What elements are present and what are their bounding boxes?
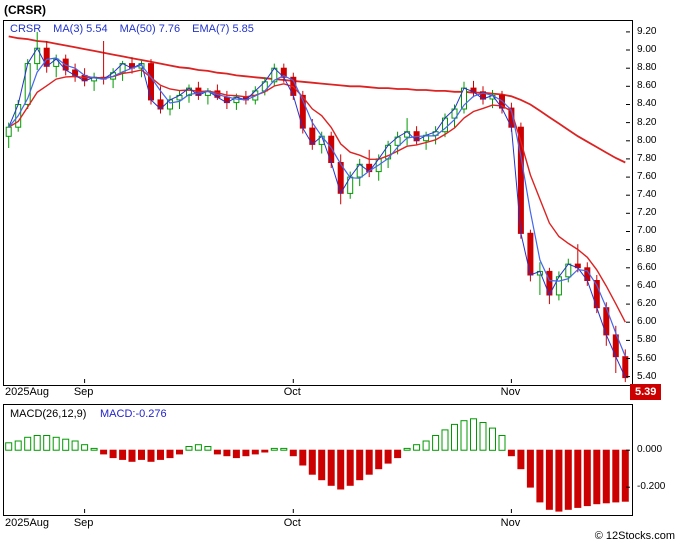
price-y-tick-label: 8.60 [637, 80, 657, 92]
candles [5, 31, 629, 383]
legend-item: CRSR [10, 23, 42, 35]
price-y-tick-label: 8.00 [637, 134, 657, 146]
price-x-label: 2025Aug [5, 386, 50, 398]
legend-item: MA(3) 5.54 [53, 23, 108, 35]
price-x-label: Oct [283, 386, 301, 398]
macd-x-label: Oct [283, 517, 301, 529]
price-y-tick-label: 5.60 [637, 352, 657, 364]
price-y-tick-label: 6.20 [637, 298, 657, 310]
price-x-axis: 2025Aug Sep Oct Nov [3, 386, 631, 399]
price-y-tick-label: 5.40 [637, 370, 657, 382]
ma50-line [8, 35, 626, 164]
price-y-tick-label: 6.60 [637, 261, 657, 273]
macd-x-label: 2025Aug [5, 517, 50, 529]
last-price-badge: 5.39 [630, 384, 662, 400]
macd-y-tick-label: -0.200 [637, 481, 666, 493]
price-chart-canvas [5, 31, 630, 383]
price-y-tick-label: 7.60 [637, 171, 657, 183]
price-y-tick-label: 7.80 [637, 152, 657, 164]
legend-item: EMA(7) 5.85 [192, 23, 254, 35]
macd-title: MACD(26,12,9) [10, 408, 87, 420]
macd-value: MACD:-0.276 [100, 408, 167, 420]
macd-bars [5, 418, 629, 512]
macd-y-tick-label: 0.000 [637, 444, 663, 456]
price-y-tick-label: 7.00 [637, 225, 657, 237]
price-y-tick-label: 5.80 [637, 334, 657, 346]
price-legend: CRSR MA(3) 5.54 MA(50) 7.76 EMA(7) 5.85 [10, 23, 266, 35]
macd-panel [3, 404, 633, 516]
macd-x-label: Sep [73, 517, 94, 529]
price-y-tick-label: 7.20 [637, 207, 657, 219]
price-y-tick-label: 6.00 [637, 316, 657, 328]
price-y-tick-label: 7.40 [637, 189, 657, 201]
macd-x-label: Nov [500, 517, 521, 529]
ema7-line [8, 69, 626, 323]
page-title: (CRSR) [4, 3, 46, 17]
macd-x-axis: 2025Aug Sep Oct Nov [3, 517, 631, 530]
legend-item: MA(50) 7.76 [119, 23, 181, 35]
price-x-label: Sep [73, 386, 94, 398]
price-x-label: Nov [500, 386, 521, 398]
price-y-tick-label: 9.20 [637, 25, 657, 37]
watermark-credit: © 12Stocks.com [594, 530, 675, 542]
price-y-tick-label: 6.80 [637, 243, 657, 255]
price-y-tick-label: 8.80 [637, 62, 657, 74]
price-y-tick-label: 8.20 [637, 116, 657, 128]
price-panel: CRSR MA(3) 5.54 MA(50) 7.76 EMA(7) 5.85 [3, 20, 633, 386]
macd-chart-canvas [5, 418, 630, 513]
price-y-tick-label: 9.00 [637, 44, 657, 56]
ma3-line [8, 57, 626, 357]
price-y-tick-label: 6.40 [637, 279, 657, 291]
price-line [8, 47, 626, 378]
price-y-tick-label: 8.40 [637, 98, 657, 110]
